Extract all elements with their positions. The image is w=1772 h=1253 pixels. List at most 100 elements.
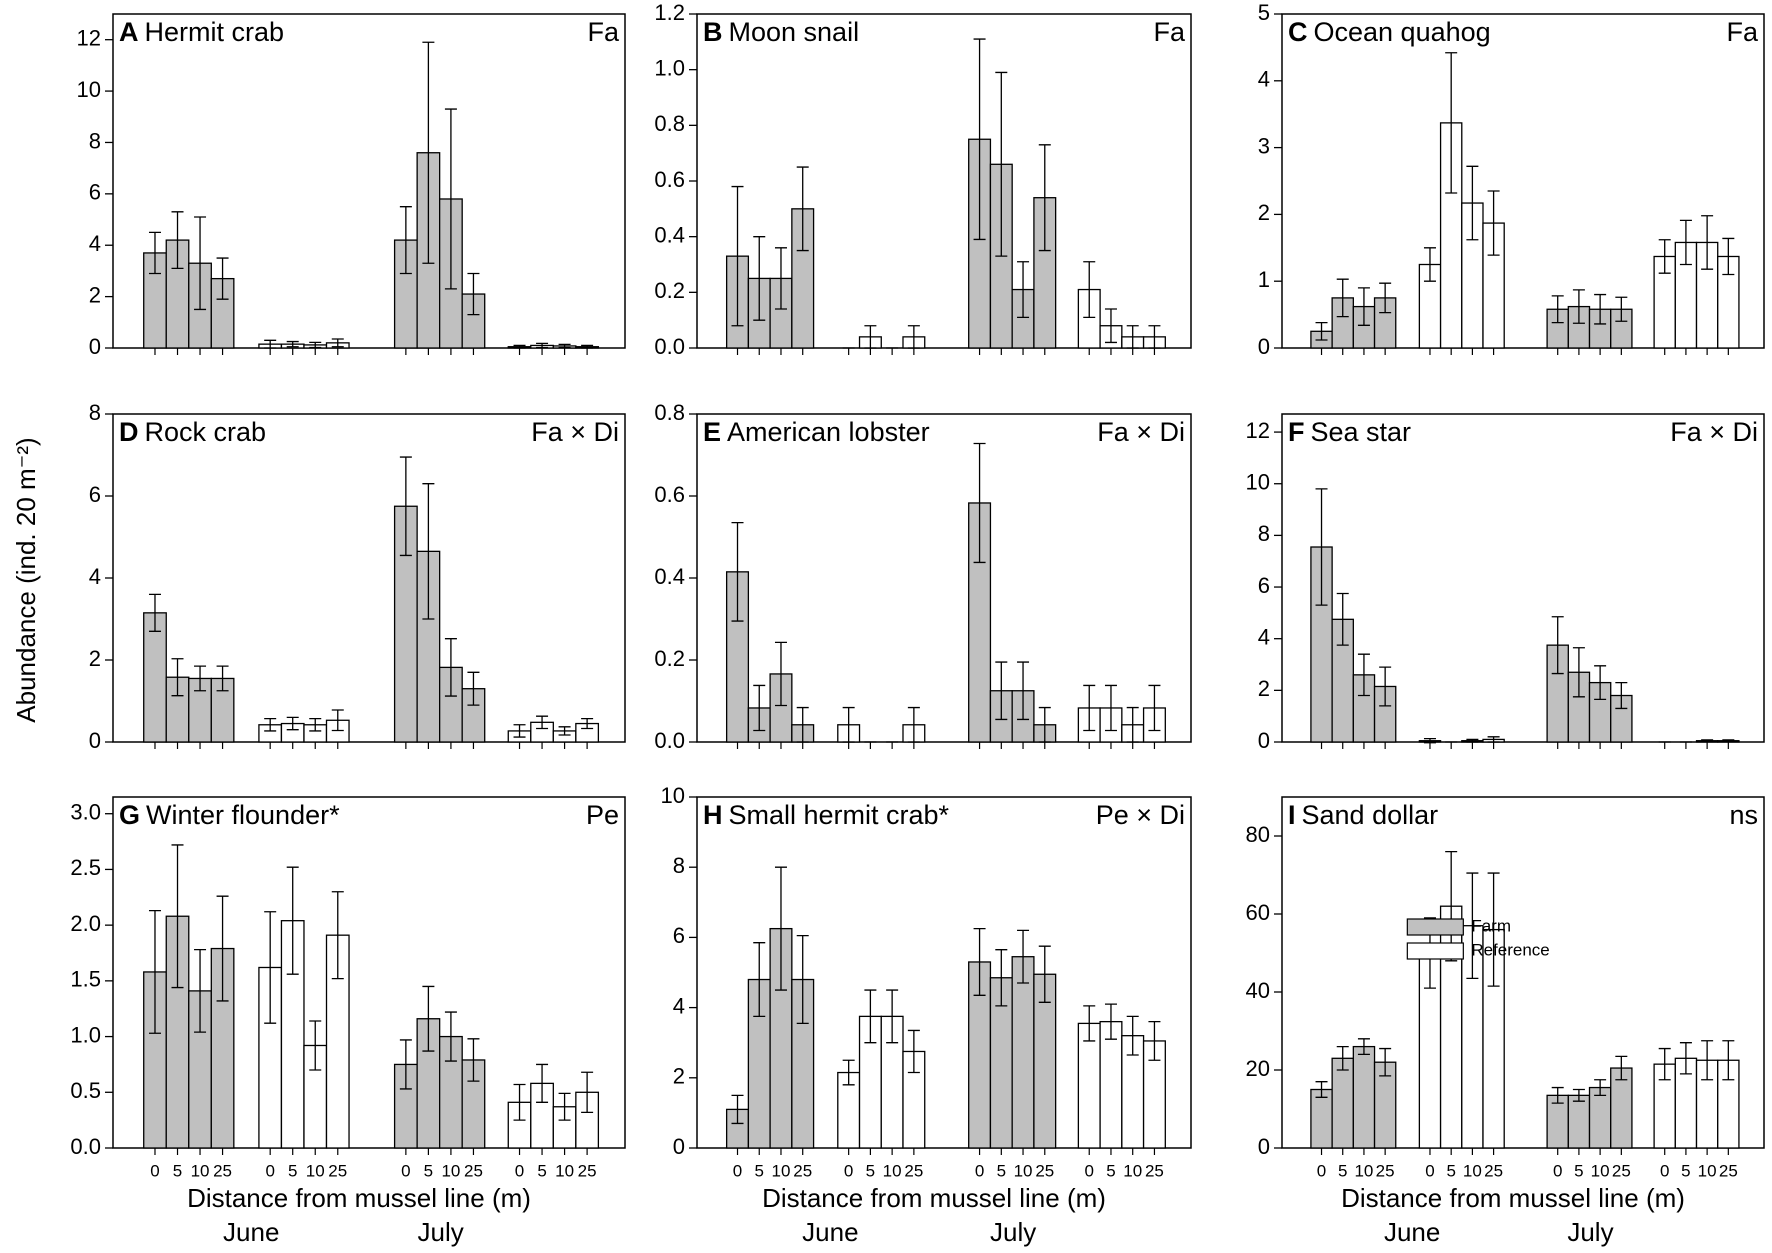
error-bar [753, 942, 766, 1018]
y-tick-label: 0.6 [654, 482, 685, 507]
y-tick-label: 6 [673, 923, 685, 948]
x-tick-label: 25 [464, 1161, 483, 1180]
y-tick-label: 4 [1258, 67, 1270, 92]
error-bar [886, 989, 899, 1044]
error-bar [286, 716, 299, 731]
error-bar [399, 456, 412, 557]
panel-letter: I [1288, 800, 1296, 830]
panel-title-text: Small hermit crab* [729, 800, 950, 830]
effect-label: Pe × Di [1096, 800, 1185, 830]
error-bar [1126, 706, 1139, 743]
x-axis-label: Distance from mussel line (m) [762, 1183, 1106, 1213]
panel-title-text: Sea star [1311, 417, 1412, 447]
error-bar [1679, 219, 1692, 266]
error-bar [907, 325, 920, 349]
x-axis-label: Distance from mussel line (m) [1341, 1183, 1685, 1213]
effect-label: ns [1729, 800, 1758, 830]
y-tick-label: 6 [89, 482, 101, 507]
bar [1588, 1086, 1612, 1149]
y-axis-label: Abundance (ind. 20 m⁻²) [11, 437, 41, 722]
x-tick-label: 5 [1446, 1161, 1455, 1180]
error-bar [444, 638, 457, 697]
x-tick-label: 5 [1106, 1161, 1115, 1180]
error-bar [1594, 293, 1607, 325]
error-bar [331, 709, 344, 732]
error-bar [171, 844, 184, 989]
panel-title-text: Winter flounder* [146, 800, 340, 830]
effect-label: Pe [586, 800, 619, 830]
y-tick-label: 8 [89, 128, 101, 153]
error-bar [1126, 1015, 1139, 1056]
x-tick-label: 5 [997, 1161, 1006, 1180]
error-bar [1615, 1055, 1628, 1081]
error-bar [1315, 488, 1328, 606]
error-bar [536, 715, 549, 730]
y-tick-label: 0.4 [654, 222, 685, 247]
error-bar [1679, 1042, 1692, 1075]
x-tick-label: 0 [265, 1161, 274, 1180]
month-label: July [418, 1217, 464, 1247]
error-bar [1722, 739, 1735, 743]
error-bar [216, 257, 229, 300]
error-bar [774, 641, 787, 707]
y-tick-label: 5 [1258, 0, 1270, 25]
error-bar [1357, 1038, 1370, 1056]
panel-title-text: Hermit crab [145, 17, 285, 47]
x-tick-label: 25 [1719, 1161, 1738, 1180]
y-tick-label: 0.0 [70, 1134, 101, 1159]
error-bar [1357, 653, 1370, 697]
error-bar [1722, 237, 1735, 276]
y-tick-label: 10 [1246, 470, 1270, 495]
error-bar [796, 706, 809, 743]
y-tick-label: 0 [1258, 728, 1270, 753]
x-tick-label: 10 [191, 1161, 210, 1180]
error-bar [331, 891, 344, 980]
y-tick-label: 0.4 [654, 564, 685, 589]
error-bar [194, 949, 207, 1033]
panel-title: G Winter flounder* [119, 800, 340, 830]
legend-label: Reference [1471, 940, 1549, 959]
bar [1099, 1020, 1123, 1149]
error-bar [1038, 144, 1051, 252]
effect-label: Fa × Di [1097, 417, 1185, 447]
error-bar [1104, 1003, 1117, 1040]
error-bar [1615, 296, 1628, 322]
y-tick-label: 0 [1258, 1134, 1270, 1159]
error-bar [1701, 1040, 1714, 1081]
x-tick-label: 0 [1425, 1161, 1434, 1180]
error-bar [753, 684, 766, 732]
error-bar [216, 895, 229, 1002]
y-tick-label: 4 [89, 564, 101, 589]
panel-title: A Hermit crab [119, 17, 284, 47]
error-bar [995, 661, 1008, 721]
error-bar [1379, 666, 1392, 707]
y-tick-label: 12 [1246, 418, 1270, 443]
error-bar [1315, 321, 1328, 341]
error-bar [581, 717, 594, 730]
y-tick-label: 0 [673, 1134, 685, 1159]
y-tick-label: 10 [661, 783, 685, 808]
y-tick-label: 80 [1246, 822, 1270, 847]
panel-title: H Small hermit crab* [703, 800, 950, 830]
panel-letter: H [703, 800, 723, 830]
panel-title-text: Moon snail [729, 17, 860, 47]
x-tick-label: 0 [150, 1161, 159, 1180]
error-bar [774, 247, 787, 310]
x-tick-label: 10 [883, 1161, 902, 1180]
panel-letter: F [1288, 417, 1305, 447]
error-bar [1445, 52, 1458, 194]
y-tick-label: 0.2 [654, 278, 685, 303]
error-bar [1315, 1081, 1328, 1098]
panel-letter: B [703, 17, 723, 47]
y-tick-label: 0.0 [654, 728, 685, 753]
x-tick-label: 10 [1463, 1161, 1482, 1180]
month-label: June [802, 1217, 858, 1247]
error-bar [264, 717, 277, 732]
error-bar [1336, 1045, 1349, 1071]
x-tick-label: 25 [213, 1161, 232, 1180]
y-tick-label: 6 [89, 180, 101, 205]
error-bar [907, 706, 920, 743]
x-tick-label: 5 [537, 1161, 546, 1180]
error-bar [148, 231, 161, 275]
panel-title: C Ocean quahog [1288, 17, 1491, 47]
